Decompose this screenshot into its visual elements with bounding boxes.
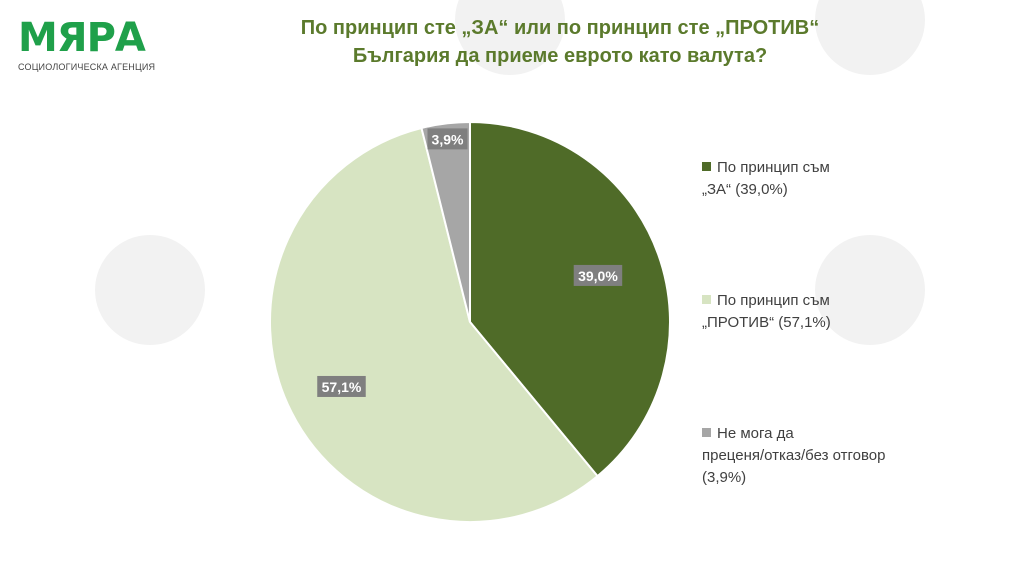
data-label-box bbox=[573, 264, 623, 286]
data-label: 39,0% bbox=[573, 264, 623, 286]
pie-slice bbox=[469, 120, 671, 478]
legend-label: Не мога да bbox=[717, 425, 794, 442]
legend-label: преценя/отказ/без отговор bbox=[702, 447, 886, 464]
legend-item: По принцип съм „ЗА“ (39,0%) bbox=[702, 157, 830, 201]
legend-label: „ЗА“ (39,0%) bbox=[702, 181, 788, 198]
logo-name: МЯРА bbox=[18, 15, 146, 61]
legend-swatch bbox=[702, 295, 711, 304]
legend-label: По принцип съм bbox=[717, 292, 830, 309]
legend-item: По принцип съм „ПРОТИВ“ (57,1%) bbox=[702, 290, 831, 334]
watermark-logo bbox=[95, 235, 205, 345]
data-label-text: 3,9% bbox=[432, 131, 464, 147]
pie-slice bbox=[420, 120, 471, 323]
title-line-1: По принцип сте „ЗА“ или по принцип сте „… bbox=[300, 17, 820, 39]
watermark-logo bbox=[815, 0, 925, 75]
legend-item: Не мога да преценя/отказ/без отговор (3,9%… bbox=[702, 423, 885, 489]
pie-slice bbox=[269, 126, 599, 523]
logo-subtitle: СОЦИОЛОГИЧЕСКА АГЕНЦИЯ bbox=[18, 62, 156, 72]
legend-swatch bbox=[702, 162, 711, 171]
data-label-text: 39,0% bbox=[578, 268, 618, 284]
legend-label: (3,9%) bbox=[702, 469, 747, 486]
legend-label: По принцип съм bbox=[717, 159, 830, 176]
data-label-text: 57,1% bbox=[322, 379, 362, 395]
logo: МЯРА СОЦИОЛОГИЧЕСКА АГЕНЦИЯ bbox=[18, 14, 155, 73]
chart-title: По принцип сте „ЗА“ или по принцип сте „… bbox=[200, 14, 920, 70]
data-label-box bbox=[427, 128, 468, 150]
watermark-logo bbox=[455, 0, 565, 75]
data-label-box bbox=[317, 375, 366, 397]
legend-label: „ПРОТИВ“ (57,1%) bbox=[702, 314, 831, 331]
watermark-logo bbox=[815, 235, 925, 345]
data-label: 57,1% bbox=[317, 375, 366, 397]
data-label: 3,9% bbox=[427, 128, 468, 150]
legend-swatch bbox=[702, 428, 711, 437]
title-line-2: България да приеме еврото като валута? bbox=[352, 45, 768, 67]
